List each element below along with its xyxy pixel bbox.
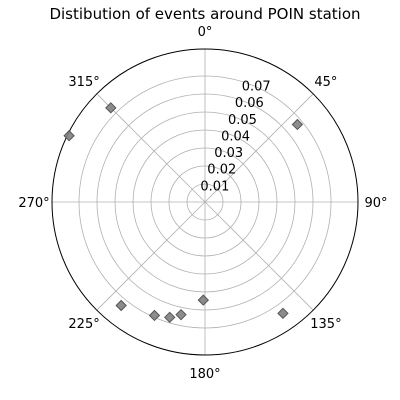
- radial-tick-label-3: 0.04: [221, 129, 250, 144]
- angular-tick-labels: 0° 45° 90° 135° 180° 225° 270° 315°: [18, 25, 387, 382]
- angular-gridline-3: [204, 201, 314, 311]
- data-point-0: [105, 102, 117, 114]
- angular-tick-label-7: 315°: [68, 75, 99, 90]
- radial-tick-labels: 0.010.02 0.03 0.040.05 0.060.07: [200, 80, 270, 195]
- radial-tick-label-6: 0.07: [242, 80, 271, 95]
- angular-tick-label-0: 0°: [198, 25, 213, 40]
- data-point-5: [175, 308, 187, 321]
- data-point-7: [148, 309, 161, 322]
- data-point-6: [164, 311, 176, 324]
- angular-tick-label-4: 180°: [189, 367, 220, 382]
- angular-tick-label-3: 135°: [310, 317, 341, 332]
- data-point-4: [197, 294, 209, 306]
- data-points: [63, 102, 304, 324]
- data-point-2: [291, 118, 304, 131]
- angular-gridlines: [52, 49, 358, 355]
- data-point-8: [115, 299, 127, 312]
- radial-tick-label-4: 0.05: [228, 113, 257, 128]
- radial-tick-label-0: 0.01: [200, 179, 229, 194]
- angular-gridline-1: [204, 93, 314, 203]
- chart-title: Distibution of events around POIN statio…: [49, 5, 360, 23]
- data-point-3: [277, 307, 289, 320]
- angular-tick-label-5: 225°: [68, 317, 99, 332]
- angular-gridline-5: [96, 201, 206, 311]
- polar-frame: [51, 48, 359, 356]
- radial-tick-label-5: 0.06: [235, 96, 264, 111]
- angular-tick-label-6: 270°: [18, 196, 49, 211]
- radial-tick-label-1: 0.02: [207, 163, 236, 178]
- angular-tick-label-2: 90°: [364, 196, 387, 211]
- angular-gridline-7: [96, 93, 206, 203]
- radial-tick-label-2: 0.03: [214, 146, 243, 161]
- data-point-1: [63, 130, 75, 142]
- angular-tick-label-1: 45°: [314, 75, 337, 90]
